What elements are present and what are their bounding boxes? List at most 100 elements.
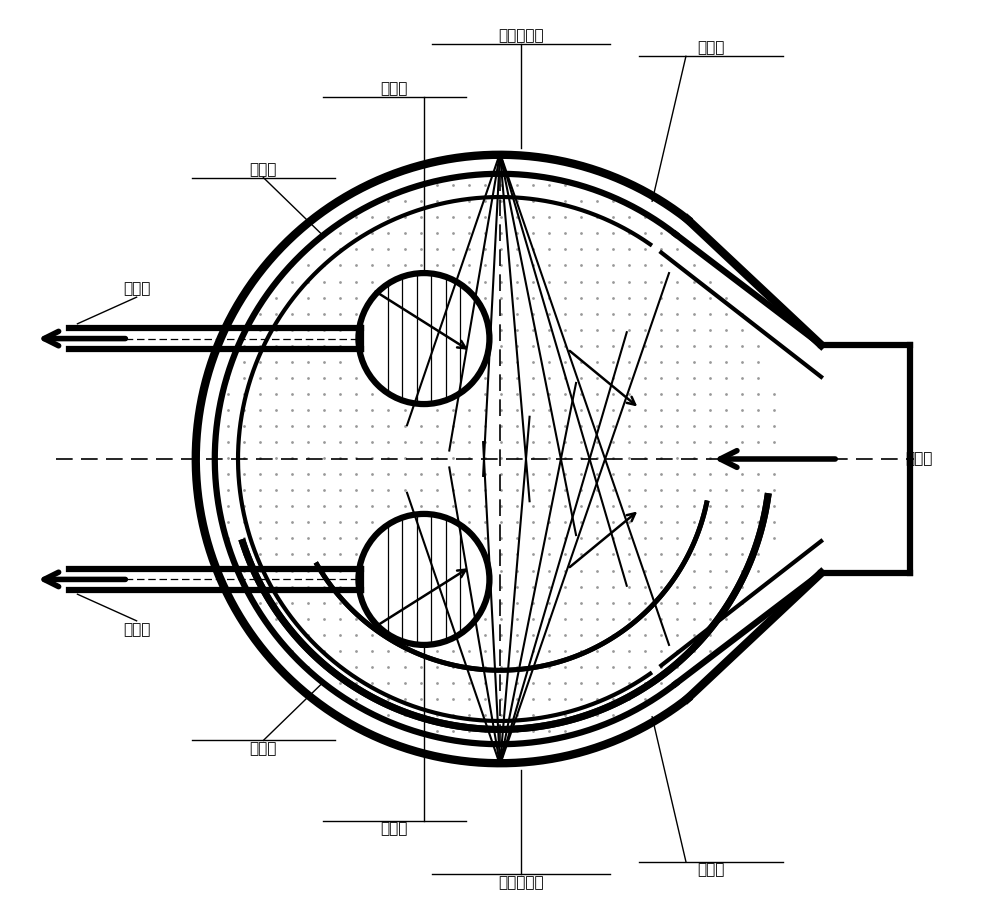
Point [557, 210, 573, 225]
Point [573, 483, 589, 498]
Point [380, 419, 396, 433]
Point [541, 242, 557, 257]
Point [332, 419, 348, 433]
Point [380, 644, 396, 658]
Point [557, 178, 573, 193]
Point [284, 515, 300, 530]
Point [557, 644, 573, 658]
Point [284, 403, 300, 418]
Point [637, 419, 653, 433]
Point [669, 274, 685, 289]
Point [316, 451, 332, 465]
Point [541, 178, 557, 193]
Point [429, 178, 445, 193]
Point [397, 483, 413, 498]
Point [734, 339, 750, 353]
Point [429, 451, 445, 465]
Point [589, 451, 605, 465]
Point [332, 659, 348, 674]
Point [477, 532, 493, 546]
Point [669, 339, 685, 353]
Point [653, 226, 669, 241]
Point [445, 435, 461, 450]
Point [637, 226, 653, 241]
Point [669, 644, 685, 658]
Point [541, 274, 557, 289]
Point [686, 611, 702, 626]
Point [364, 627, 380, 642]
Point [284, 596, 300, 610]
Point [718, 435, 734, 450]
Point [493, 499, 509, 514]
Point [300, 274, 316, 289]
Point [300, 290, 316, 305]
Point [348, 515, 364, 530]
Point [461, 274, 477, 289]
Point [573, 659, 589, 674]
Point [252, 467, 268, 482]
Point [718, 386, 734, 401]
Point [589, 403, 605, 418]
Point [364, 515, 380, 530]
Point [380, 435, 396, 450]
Text: 空冷区挡管: 空冷区挡管 [498, 875, 544, 890]
Point [525, 403, 541, 418]
Point [380, 403, 396, 418]
Text: 主冷区: 主冷区 [698, 40, 725, 55]
Point [541, 499, 557, 514]
Point [525, 532, 541, 546]
Point [525, 242, 541, 257]
Point [220, 483, 236, 498]
Point [637, 627, 653, 642]
Point [589, 435, 605, 450]
Point [348, 451, 364, 465]
Point [653, 627, 669, 642]
Point [557, 596, 573, 610]
Point [557, 499, 573, 514]
Point [621, 435, 637, 450]
Point [364, 419, 380, 433]
Point [445, 467, 461, 482]
Point [477, 226, 493, 241]
Point [348, 210, 364, 225]
Point [348, 258, 364, 273]
Point [445, 499, 461, 514]
Point [525, 322, 541, 337]
Point [445, 210, 461, 225]
Point [718, 322, 734, 337]
Point [284, 547, 300, 562]
Point [316, 499, 332, 514]
Point [509, 451, 525, 465]
Point [686, 467, 702, 482]
Point [734, 515, 750, 530]
Point [220, 386, 236, 401]
Point [621, 564, 637, 578]
Point [541, 723, 557, 738]
Point [348, 467, 364, 482]
Point [573, 579, 589, 594]
Point [413, 483, 429, 498]
Point [653, 451, 669, 465]
Point [621, 691, 637, 706]
Point [605, 564, 621, 578]
Point [364, 274, 380, 289]
Point [621, 676, 637, 690]
Point [653, 659, 669, 674]
Point [380, 258, 396, 273]
Point [236, 564, 252, 578]
Point [718, 307, 734, 321]
Point [621, 274, 637, 289]
Point [637, 354, 653, 369]
Point [332, 467, 348, 482]
Point [605, 210, 621, 225]
Point [429, 242, 445, 257]
Point [541, 403, 557, 418]
Point [605, 307, 621, 321]
Point [332, 307, 348, 321]
Point [637, 258, 653, 273]
Point [493, 290, 509, 305]
Point [509, 178, 525, 193]
Point [477, 611, 493, 626]
Point [637, 547, 653, 562]
Point [429, 723, 445, 738]
